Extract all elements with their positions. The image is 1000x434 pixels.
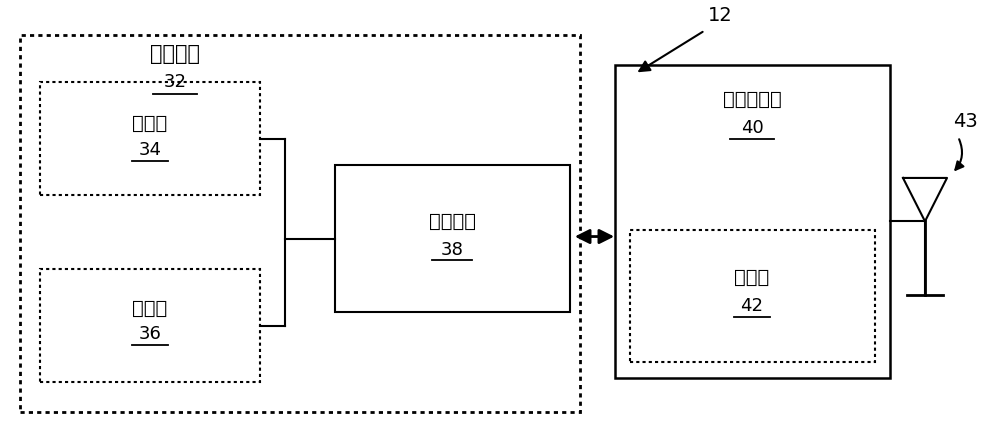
Bar [40, 82, 260, 195]
Bar [20, 35, 580, 412]
Polygon shape [903, 178, 947, 221]
Text: 存储器: 存储器 [132, 299, 168, 318]
Text: 网络接口: 网络接口 [428, 212, 476, 231]
Text: 32: 32 [164, 73, 186, 92]
Text: 处理系统: 处理系统 [150, 44, 200, 64]
Bar [615, 65, 890, 378]
Text: 收发器: 收发器 [734, 268, 770, 287]
Text: 处理器: 处理器 [132, 114, 168, 133]
Text: 无线电单元: 无线电单元 [723, 90, 781, 109]
Text: 12: 12 [708, 6, 732, 25]
Bar [40, 269, 260, 382]
Text: 34: 34 [138, 141, 162, 159]
Text: 38: 38 [441, 240, 463, 259]
Bar [630, 230, 875, 362]
Bar [335, 165, 570, 312]
Text: 40: 40 [741, 119, 763, 137]
Text: 42: 42 [740, 297, 764, 315]
Text: 43: 43 [953, 112, 977, 131]
Text: 36: 36 [139, 325, 161, 343]
